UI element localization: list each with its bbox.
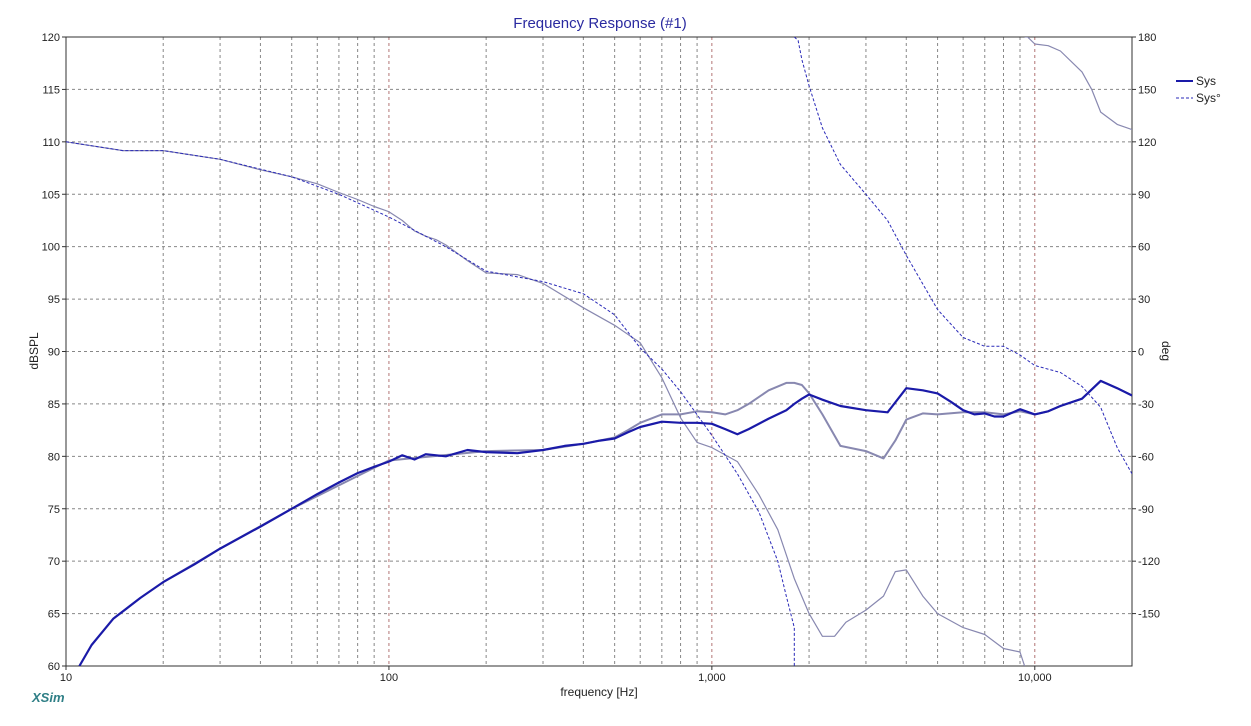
x-axis-ticks: 10 100 1,000 10,000 — [60, 666, 1052, 684]
x-tick-label: 100 — [380, 672, 398, 684]
left-tick-label: 80 — [48, 451, 60, 463]
left-tick-label: 70 — [48, 556, 60, 568]
y2-axis-label: deg — [1159, 341, 1173, 361]
right-tick-label: 120 — [1138, 137, 1156, 149]
right-tick-label: 30 — [1138, 294, 1150, 306]
right-tick-label: -90 — [1138, 504, 1154, 516]
right-tick-label: -30 — [1138, 399, 1154, 411]
right-tick-label: 150 — [1138, 84, 1156, 96]
left-tick-label: 65 — [48, 609, 60, 621]
right-tick-label: -150 — [1138, 609, 1160, 621]
x-tick-label: 1,000 — [698, 672, 726, 684]
x-tick-label: 10,000 — [1018, 672, 1052, 684]
x-tick-label: 10 — [60, 672, 72, 684]
series-line-sys — [78, 379, 1132, 666]
chart-grid — [66, 37, 1132, 666]
left-tick-label: 95 — [48, 294, 60, 306]
right-tick-label: 180 — [1138, 32, 1156, 44]
series-line-reference-phase — [66, 37, 1132, 666]
left-tick-label: 115 — [42, 84, 60, 96]
right-tick-label: 60 — [1138, 242, 1150, 254]
left-tick-label: 100 — [42, 242, 60, 254]
legend-label-sys-phase: Sys° — [1196, 91, 1221, 105]
y-axis-label: dBSPL — [27, 332, 41, 370]
series-layer — [66, 37, 1132, 666]
right-tick-label: 90 — [1138, 189, 1150, 201]
right-tick-label: -120 — [1138, 556, 1160, 568]
series-line-reference-spl — [162, 379, 1132, 583]
legend-label-sys: Sys — [1196, 74, 1216, 88]
left-tick-label: 85 — [48, 399, 60, 411]
right-axis-ticks: 180 150 120 90 60 30 0 -30 -60 -90 -120 -150 — [1132, 32, 1160, 621]
left-tick-label: 75 — [48, 504, 60, 516]
chart-title: Frequency Response (#1) — [513, 15, 686, 32]
right-tick-label: 0 — [1138, 347, 1144, 359]
left-tick-label: 105 — [42, 189, 60, 201]
left-tick-label: 90 — [48, 347, 60, 359]
left-tick-label: 110 — [42, 137, 60, 149]
brand-logo: XSim — [31, 690, 65, 705]
left-axis-ticks: 120 115 110 105 100 95 90 85 80 75 70 65 60 — [42, 32, 66, 673]
left-tick-label: 120 — [42, 32, 60, 44]
left-tick-label: 60 — [48, 661, 60, 673]
right-tick-label: -60 — [1138, 451, 1154, 463]
series-line-sys-phase — [66, 37, 1132, 666]
legend: Sys Sys° — [1176, 74, 1221, 105]
x-axis-label: frequency [Hz] — [560, 685, 637, 699]
